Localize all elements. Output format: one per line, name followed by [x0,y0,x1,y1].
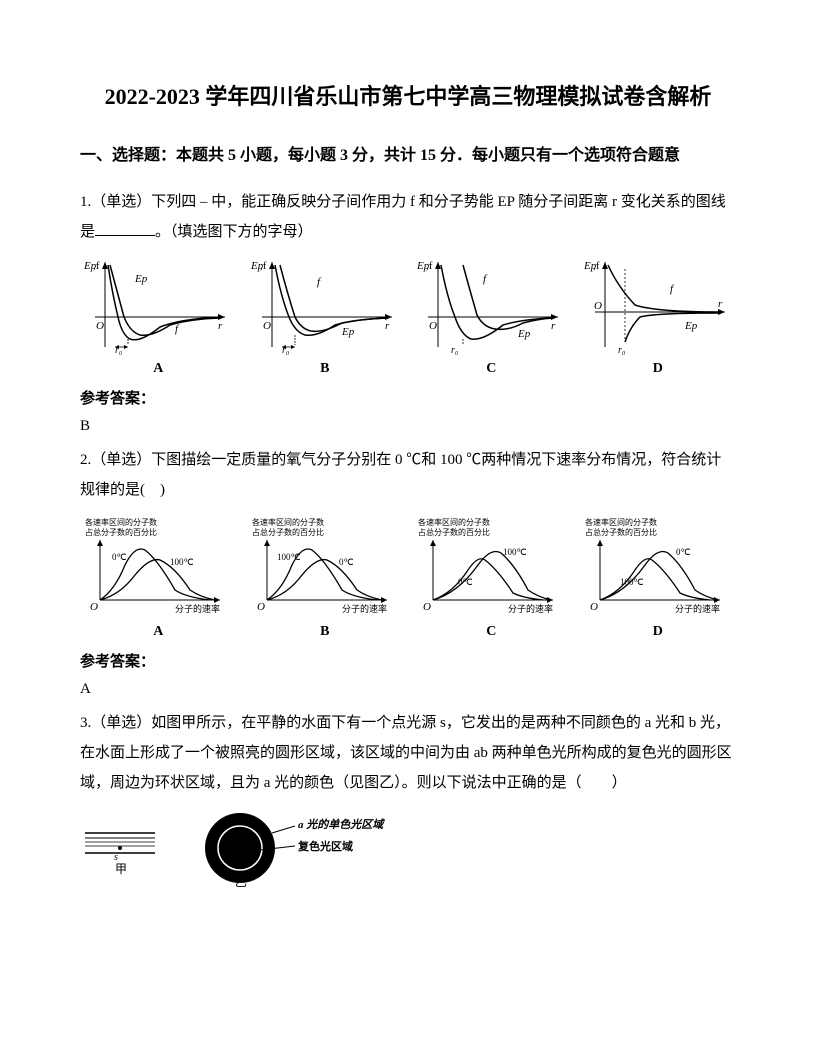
q3-figure-yi: a 光的单色光区域 复色光区域 乙 [200,808,430,888]
q1-text-after: 。（填选图下方的字母） [155,224,313,240]
svg-text:r: r [718,298,723,310]
question-2: 2.（单选）下图描绘一定质量的氧气分子分别在 0 ℃和 100 ℃两种情况下速率… [80,445,736,505]
q3-figures: s 甲 a 光的单色光区域 复色光区域 乙 [80,808,736,888]
q2-answer-label: 参考答案： [80,650,736,671]
svg-text:分子的速率: 分子的速率 [175,603,220,614]
svg-text:占总分子数的百分比: 占总分子数的百分比 [585,527,657,537]
svg-text:O: O [96,320,104,332]
q2-figure-a: 各速率区间的分子数 占总分子数的百分比 O 分子的速率 0℃ 100℃ A [80,515,237,640]
q1-figure-d: r Ep ,f O f r₀ Ep D [580,257,737,377]
question-1: 1.（单选）下列四 – 中，能正确反映分子间作用力 f 和分子势能 EP 随分子… [80,187,736,247]
q2-label-d: D [580,624,737,640]
q2-figure-b: 各速率区间的分子数 占总分子数的百分比 O 分子的速率 100℃ 0℃ B [247,515,404,640]
q3-figure-jia: s 甲 [80,818,160,878]
q1-label-d: D [580,361,737,377]
svg-text:r₀: r₀ [618,345,626,356]
svg-text:各速率区间的分子数: 各速率区间的分子数 [85,517,157,527]
svg-text:0℃: 0℃ [339,557,354,567]
svg-text:r: r [551,320,556,332]
q1-blank [95,221,155,236]
question-3: 3.（单选）如图甲所示，在平静的水面下有一个点光源 s，它发出的是两种不同颜色的… [80,708,736,798]
svg-text:分子的速率: 分子的速率 [508,603,553,614]
q2-label-a: A [80,624,237,640]
svg-text:Ep: Ep [134,273,148,285]
svg-text:,f: ,f [93,260,100,272]
q2-figures: 各速率区间的分子数 占总分子数的百分比 O 分子的速率 0℃ 100℃ A 各速… [80,515,736,640]
svg-text:,f: ,f [593,260,600,272]
svg-text:Ep: Ep [517,328,531,340]
svg-text:100℃: 100℃ [503,547,527,557]
svg-text:O: O [263,320,271,332]
svg-text:a 光的单色光区域: a 光的单色光区域 [298,818,385,831]
q1-figures: r Ep ,f O Ep r₀ f A r Ep ,f O [80,257,736,377]
svg-text:分子的速率: 分子的速率 [675,603,720,614]
svg-text:Ep: Ep [341,326,355,338]
q1-figure-a: r Ep ,f O Ep r₀ f A [80,257,237,377]
svg-text:r: r [218,320,223,332]
q1-label-b: B [247,361,404,377]
svg-text:0℃: 0℃ [458,577,473,587]
svg-text:100℃: 100℃ [170,557,194,567]
svg-text:Ep: Ep [684,320,698,332]
q1-answer: B [80,418,736,435]
q2-figure-d: 各速率区间的分子数 占总分子数的百分比 O 分子的速率 100℃ 0℃ D [580,515,737,640]
svg-text:占总分子数的百分比: 占总分子数的百分比 [418,527,490,537]
svg-text:O: O [594,300,602,312]
svg-text:乙: 乙 [235,875,247,888]
svg-text:O: O [429,320,437,332]
q2-label-b: B [247,624,404,640]
svg-text:,f: ,f [260,260,267,272]
svg-text:100℃: 100℃ [277,552,301,562]
svg-text:f: f [317,276,322,288]
svg-text:分子的速率: 分子的速率 [342,603,387,614]
q2-figure-c: 各速率区间的分子数 占总分子数的百分比 O 分子的速率 0℃ 100℃ C [413,515,570,640]
svg-text:0℃: 0℃ [112,552,127,562]
svg-text:占总分子数的百分比: 占总分子数的百分比 [85,527,157,537]
q2-label-c: C [413,624,570,640]
svg-text:复色光区域: 复色光区域 [297,839,353,853]
svg-text:O: O [423,601,431,613]
svg-text:O: O [590,601,598,613]
svg-text:占总分子数的百分比: 占总分子数的百分比 [252,527,324,537]
page-title: 2022-2023 学年四川省乐山市第七中学高三物理模拟试卷含解析 [80,80,736,113]
svg-text:0℃: 0℃ [676,547,691,557]
svg-text:,f: ,f [426,260,433,272]
q1-label-c: C [413,361,570,377]
svg-text:f: f [483,273,488,285]
svg-text:各速率区间的分子数: 各速率区间的分子数 [252,517,324,527]
q1-answer-label: 参考答案： [80,387,736,408]
svg-text:r₀: r₀ [451,345,459,356]
svg-text:各速率区间的分子数: 各速率区间的分子数 [418,517,490,527]
svg-text:100℃: 100℃ [620,577,644,587]
q1-figure-b: r Ep ,f O f r₀ Ep B [247,257,404,377]
q1-figure-c: r Ep ,f O f r₀ Ep C [413,257,570,377]
q2-answer: A [80,681,736,698]
svg-text:各速率区间的分子数: 各速率区间的分子数 [585,517,657,527]
svg-text:r: r [385,320,390,332]
svg-text:f: f [175,323,180,335]
svg-text:甲: 甲 [115,862,127,876]
q1-label-a: A [80,361,237,377]
section-heading: 一、选择题：本题共 5 小题，每小题 3 分，共计 15 分．每小题只有一个选项… [80,143,736,169]
svg-text:f: f [670,283,675,295]
svg-text:O: O [90,601,98,613]
svg-text:O: O [257,601,265,613]
